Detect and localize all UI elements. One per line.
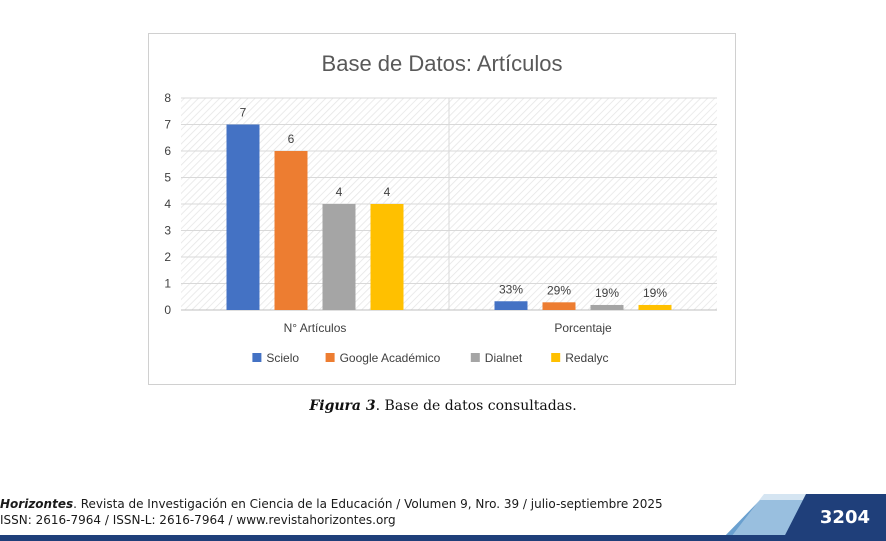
data-label: 7 — [240, 106, 247, 120]
legend-swatch — [252, 353, 262, 362]
legend-label: Scielo — [266, 351, 299, 365]
data-label: 19% — [643, 286, 667, 300]
y-tick-label: 8 — [164, 91, 171, 105]
bar — [226, 124, 260, 310]
chart-title: Base de Datos: Artículos — [322, 51, 563, 76]
page-number-tab — [720, 494, 886, 541]
y-tick-label: 5 — [164, 171, 171, 185]
y-tick-label: 2 — [164, 250, 171, 264]
footer-line-1: Horizontes. Revista de Investigación en … — [0, 496, 663, 512]
bar — [322, 204, 356, 310]
y-tick-label: 1 — [164, 277, 171, 291]
data-label: 6 — [288, 132, 295, 146]
y-tick-label: 6 — [164, 144, 171, 158]
x-category-label: N° Artículos — [284, 321, 347, 335]
figure-caption: Figura 3. Base de datos consultadas. — [0, 398, 886, 414]
data-label: 29% — [547, 283, 571, 297]
figure-label: Figura 3 — [309, 398, 376, 414]
legend-label: Dialnet — [485, 351, 523, 365]
y-tick-label: 4 — [164, 197, 171, 211]
bar — [542, 302, 576, 310]
footer-band — [0, 535, 886, 541]
page-number: 3204 — [819, 507, 870, 528]
x-category-label: Porcentaje — [554, 321, 612, 335]
journal-details: . Revista de Investigación en Ciencia de… — [73, 497, 663, 511]
figure-caption-text: . Base de datos consultadas. — [375, 398, 577, 414]
y-tick-label: 0 — [164, 303, 171, 317]
legend-swatch — [470, 353, 480, 362]
legend-label: Google Académico — [340, 351, 441, 365]
chart-legend: Scielo Google Académico Dialnet Redalyc — [252, 351, 609, 365]
legend-swatch — [551, 353, 561, 362]
bar — [638, 304, 672, 310]
data-label: 19% — [595, 286, 619, 300]
bar-chart: Base de Datos: Artículos 0 1 2 3 4 5 6 7 8 7 6 4 4 N°… — [164, 51, 717, 365]
chart-frame: Base de Datos: Artículos 0 1 2 3 4 5 6 7 8 7 6 4 4 N°… — [148, 33, 736, 385]
bar — [370, 204, 404, 310]
legend-swatch — [325, 353, 335, 362]
bar — [274, 151, 308, 310]
bar — [590, 304, 624, 310]
y-tick-label: 3 — [164, 224, 171, 238]
data-label: 4 — [384, 185, 391, 199]
y-tick-label: 7 — [164, 118, 171, 132]
journal-name: Horizontes — [0, 497, 74, 511]
bar — [494, 301, 528, 310]
footer-line-2: ISSN: 2616-7964 / ISSN-L: 2616-7964 / ww… — [0, 513, 396, 527]
legend-label: Redalyc — [565, 351, 608, 365]
data-label: 4 — [336, 185, 343, 199]
footer-citation: Horizontes. Revista de Investigación en … — [0, 496, 663, 528]
data-label: 33% — [499, 282, 523, 296]
